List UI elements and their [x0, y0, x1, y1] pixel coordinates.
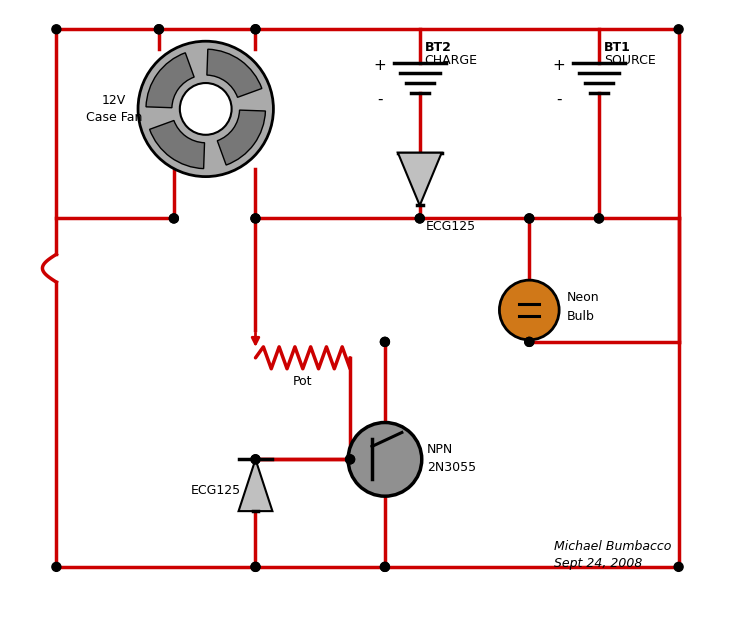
Circle shape [595, 214, 603, 223]
Circle shape [348, 423, 422, 496]
Circle shape [251, 25, 260, 34]
Polygon shape [239, 459, 273, 511]
Text: -: - [377, 91, 383, 106]
Text: 12V
Case Fan: 12V Case Fan [86, 94, 143, 124]
Circle shape [52, 25, 61, 34]
Circle shape [251, 455, 260, 464]
Text: 2N3055: 2N3055 [427, 461, 476, 474]
Circle shape [381, 337, 390, 346]
Circle shape [415, 214, 424, 223]
Circle shape [251, 25, 260, 34]
Text: BT2: BT2 [425, 41, 451, 54]
Circle shape [169, 214, 179, 223]
Text: BT1: BT1 [604, 41, 631, 54]
Text: SOURCE: SOURCE [604, 54, 656, 66]
Circle shape [154, 25, 163, 34]
Circle shape [345, 455, 354, 464]
Text: -: - [556, 91, 562, 106]
Circle shape [52, 562, 61, 572]
Text: +: + [373, 58, 387, 73]
Circle shape [251, 214, 260, 223]
Polygon shape [398, 153, 442, 205]
Circle shape [415, 214, 424, 223]
Circle shape [169, 214, 179, 223]
Text: +: + [553, 58, 565, 73]
Wedge shape [218, 110, 265, 165]
Circle shape [251, 562, 260, 572]
Circle shape [525, 337, 534, 346]
Circle shape [595, 214, 603, 223]
Circle shape [381, 562, 390, 572]
Circle shape [180, 83, 232, 135]
Circle shape [525, 337, 534, 346]
Text: ECG125: ECG125 [191, 484, 241, 496]
Text: Sept 24, 2008: Sept 24, 2008 [554, 557, 642, 570]
Circle shape [499, 280, 559, 340]
Wedge shape [146, 53, 194, 108]
Text: Michael Bumbacco: Michael Bumbacco [554, 540, 672, 553]
Circle shape [525, 214, 534, 223]
Wedge shape [207, 49, 262, 97]
Circle shape [525, 214, 534, 223]
Text: Neon: Neon [567, 290, 600, 304]
Circle shape [251, 214, 260, 223]
Text: ECG125: ECG125 [426, 220, 476, 233]
Circle shape [251, 562, 260, 572]
Circle shape [251, 455, 260, 464]
Circle shape [154, 25, 163, 34]
Text: CHARGE: CHARGE [425, 54, 478, 66]
Circle shape [138, 41, 273, 177]
Circle shape [381, 562, 390, 572]
Circle shape [674, 562, 683, 572]
Text: Pot: Pot [293, 375, 312, 388]
Text: Bulb: Bulb [567, 310, 595, 324]
Circle shape [345, 455, 354, 464]
Circle shape [381, 337, 390, 346]
Text: NPN: NPN [427, 443, 453, 456]
Circle shape [674, 25, 683, 34]
Wedge shape [150, 120, 204, 168]
